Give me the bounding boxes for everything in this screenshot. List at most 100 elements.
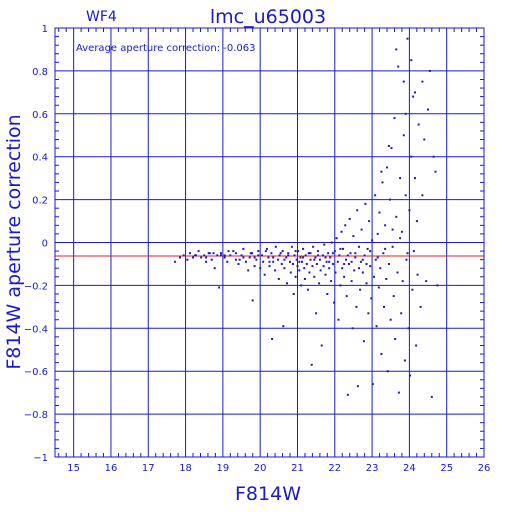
- data-point: [253, 256, 256, 259]
- x-tick-label: 23: [366, 463, 379, 474]
- y-tick-label: −0.8: [24, 410, 48, 421]
- data-point: [320, 344, 323, 347]
- data-point: [200, 256, 203, 259]
- data-point: [295, 258, 298, 261]
- data-point: [349, 252, 352, 255]
- data-point: [309, 252, 312, 255]
- data-point: [379, 267, 382, 270]
- data-point: [299, 256, 302, 259]
- y-tick-label: −1: [33, 453, 48, 464]
- data-point: [212, 252, 215, 255]
- data-point: [407, 327, 410, 330]
- y-tick-label: 0.2: [32, 196, 48, 207]
- data-point: [292, 293, 295, 295]
- data-point: [242, 247, 245, 250]
- data-point: [395, 48, 398, 51]
- data-point: [307, 252, 310, 255]
- data-point: [326, 293, 329, 295]
- data-point: [343, 263, 346, 265]
- average-annotation: Average aperture correction: -0.063: [76, 43, 256, 54]
- data-point: [294, 250, 297, 253]
- data-point: [387, 145, 390, 147]
- data-point: [346, 254, 349, 257]
- data-point: [375, 325, 378, 328]
- data-point: [335, 237, 338, 240]
- data-point: [304, 254, 307, 257]
- chart-title: lmc_u65003: [210, 6, 326, 28]
- data-point: [343, 275, 346, 278]
- data-point: [339, 284, 342, 287]
- data-point: [302, 247, 305, 250]
- data-point: [362, 340, 365, 343]
- data-point: [263, 273, 266, 276]
- data-point: [289, 271, 292, 274]
- data-point: [390, 147, 393, 150]
- data-point: [305, 263, 308, 265]
- data-point: [325, 260, 328, 263]
- data-point: [364, 202, 367, 205]
- data-point: [249, 252, 252, 255]
- data-point: [353, 269, 356, 272]
- data-point: [377, 286, 380, 289]
- data-point: [298, 260, 301, 263]
- plot-frame: [54, 27, 485, 458]
- data-point: [302, 256, 305, 259]
- data-point: [404, 194, 407, 197]
- data-point: [286, 282, 288, 285]
- data-point: [279, 252, 282, 255]
- data-point: [272, 256, 275, 259]
- x-tick-label: 19: [217, 463, 230, 474]
- data-point: [226, 260, 229, 263]
- data-point: [380, 353, 383, 355]
- data-point: [311, 265, 314, 268]
- data-point: [220, 252, 222, 255]
- y-tick-label: 0.6: [32, 110, 48, 121]
- data-point: [310, 363, 313, 366]
- data-point: [179, 256, 181, 259]
- y-tick-label: 0: [42, 239, 48, 250]
- data-point: [371, 239, 374, 242]
- data-point: [370, 297, 373, 300]
- data-point: [280, 263, 283, 265]
- data-point: [259, 267, 262, 270]
- data-point: [205, 256, 208, 259]
- data-point: [265, 247, 268, 250]
- data-point: [313, 258, 316, 261]
- data-point: [237, 263, 240, 265]
- data-point: [292, 263, 294, 265]
- data-point: [186, 258, 189, 261]
- data-point: [399, 177, 402, 180]
- x-tick-label: 16: [105, 463, 118, 474]
- y-tick-label: 0.8: [32, 67, 48, 78]
- data-point: [248, 256, 251, 259]
- data-point: [346, 393, 349, 396]
- x-tick-label: 15: [67, 463, 80, 474]
- data-point: [360, 228, 363, 231]
- data-point: [290, 245, 293, 248]
- data-point: [392, 295, 395, 298]
- data-point: [227, 250, 230, 253]
- x-tick-label: 21: [291, 463, 304, 474]
- data-point: [330, 280, 333, 283]
- data-point: [315, 312, 318, 315]
- data-point: [331, 252, 334, 255]
- data-point: [369, 265, 372, 268]
- y-tick-label: 0.4: [32, 153, 48, 164]
- data-point: [404, 112, 407, 115]
- data-point: [182, 254, 185, 257]
- data-point: [277, 278, 280, 280]
- data-point: [270, 252, 273, 255]
- data-point: [242, 256, 245, 259]
- data-point: [342, 247, 344, 250]
- data-point: [301, 260, 303, 263]
- data-point: [309, 258, 312, 261]
- data-point: [423, 138, 426, 141]
- data-point: [193, 254, 196, 257]
- data-point: [336, 260, 339, 263]
- data-point: [430, 395, 433, 398]
- data-point: [389, 198, 391, 201]
- data-point: [274, 245, 277, 248]
- data-point: [203, 254, 206, 257]
- data-point: [314, 256, 317, 259]
